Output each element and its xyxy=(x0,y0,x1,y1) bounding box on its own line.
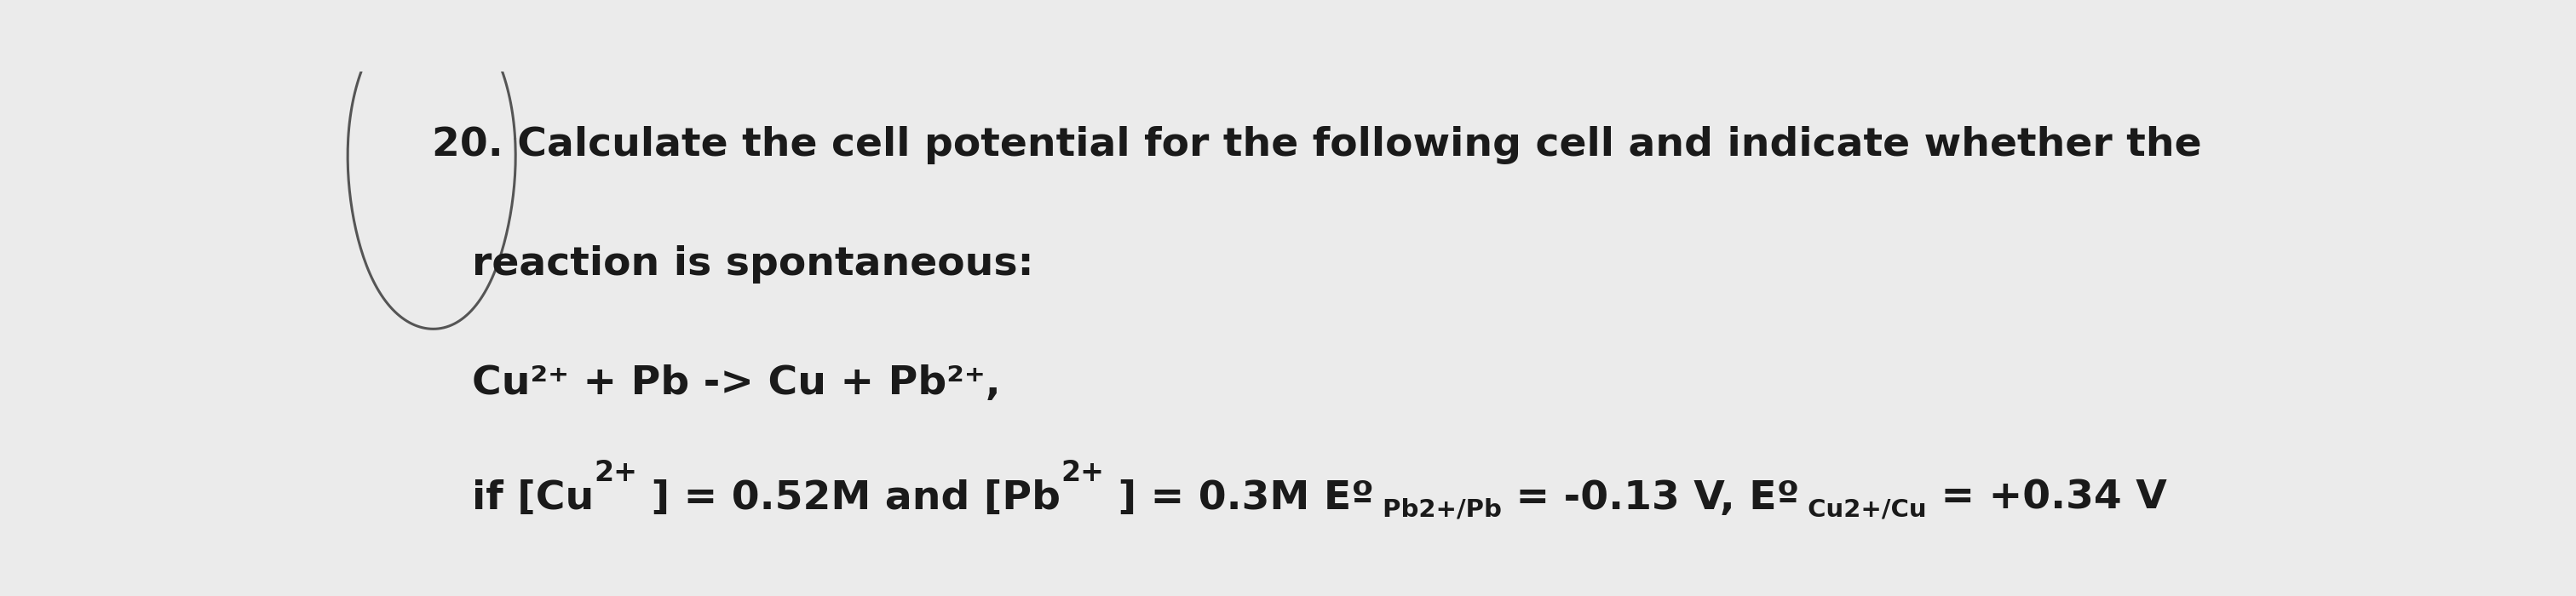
Text: if [Cu: if [Cu xyxy=(471,479,592,517)
Text: ] = 0.52M and [Pb: ] = 0.52M and [Pb xyxy=(636,479,1061,517)
Text: reaction is spontaneous:: reaction is spontaneous: xyxy=(471,245,1033,284)
Text: Pb2+/Pb: Pb2+/Pb xyxy=(1373,498,1502,522)
Text: 2+: 2+ xyxy=(1061,459,1105,487)
Text: 2+: 2+ xyxy=(592,459,636,487)
Text: = +0.34 V: = +0.34 V xyxy=(1927,479,2166,517)
Text: = -0.13 V, Eº: = -0.13 V, Eº xyxy=(1502,479,1801,517)
Text: Cu2+/Cu: Cu2+/Cu xyxy=(1801,498,1927,522)
Text: Cu²⁺ + Pb -> Cu + Pb²⁺,: Cu²⁺ + Pb -> Cu + Pb²⁺, xyxy=(471,364,999,403)
Text: 20. Calculate the cell potential for the following cell and indicate whether the: 20. Calculate the cell potential for the… xyxy=(433,126,2202,164)
Text: ] = 0.3M Eº: ] = 0.3M Eº xyxy=(1105,479,1373,517)
